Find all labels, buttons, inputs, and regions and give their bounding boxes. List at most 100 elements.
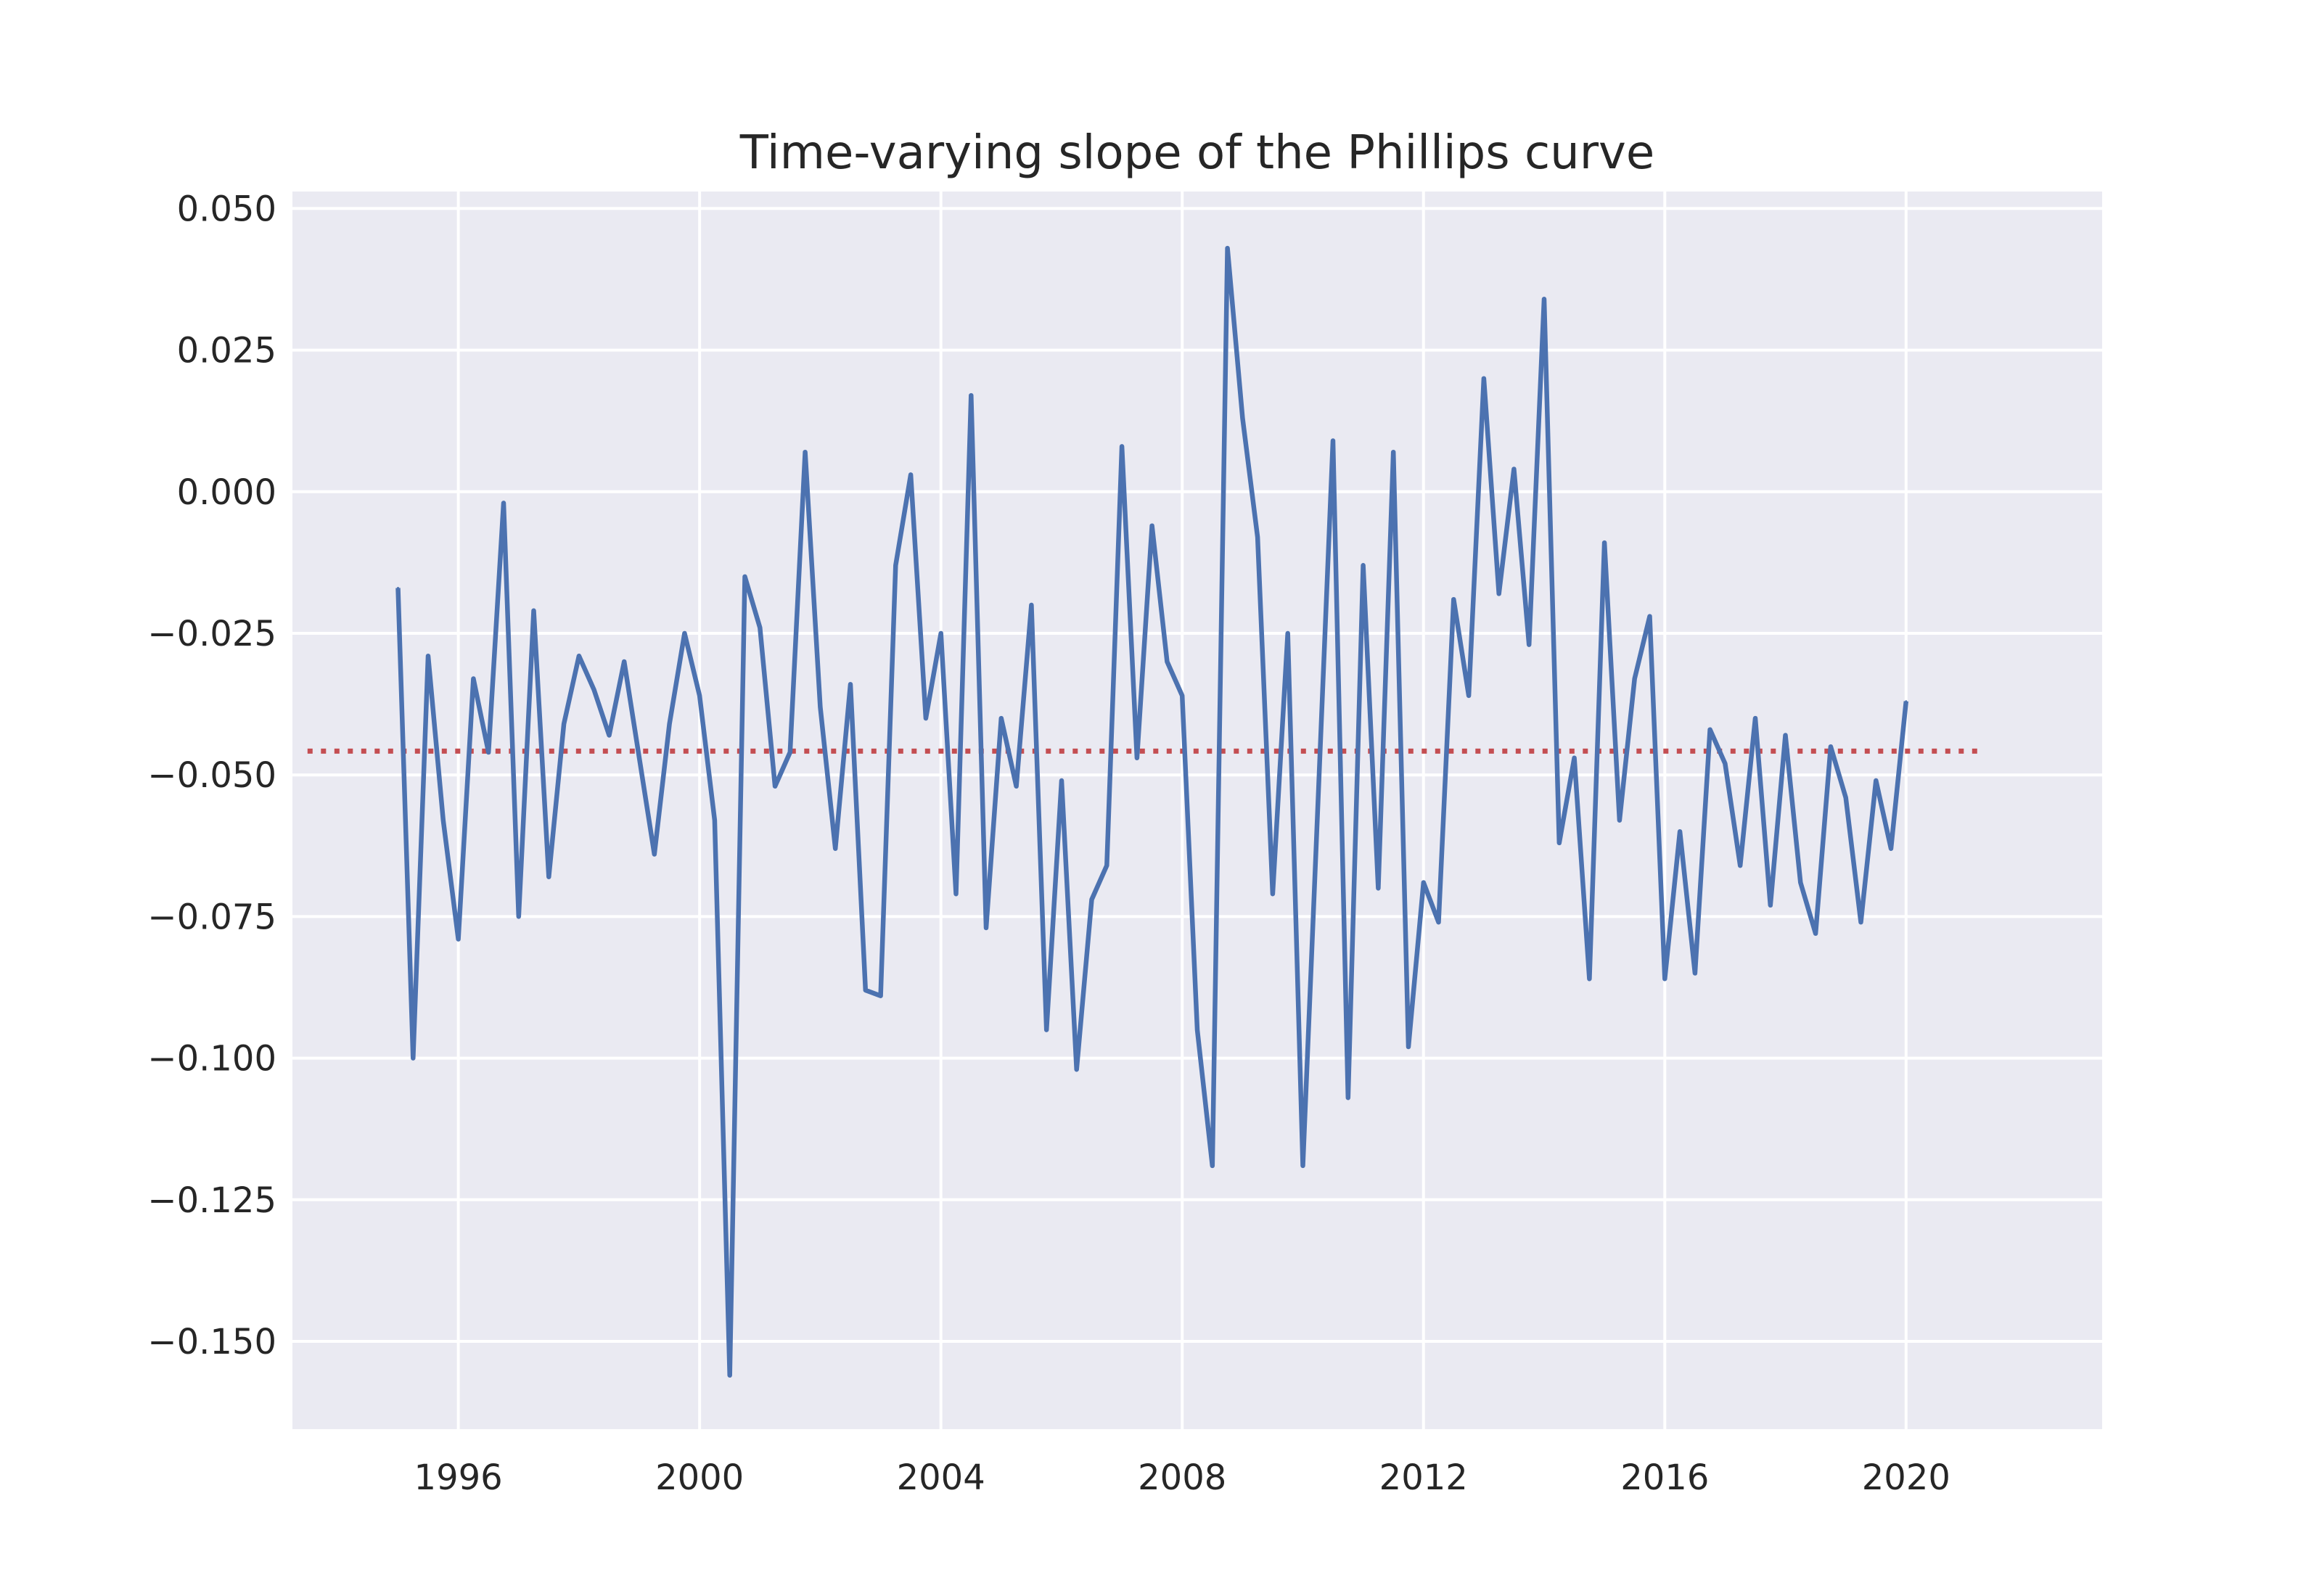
data-point [729,1374,731,1377]
data-point [1271,892,1274,895]
data-point [1226,247,1229,250]
data-point [1709,728,1712,731]
data-point [789,751,792,754]
data-point [653,853,656,855]
data-point [1829,745,1832,748]
data-point [1905,700,1908,703]
data-point [442,819,445,822]
data-point [517,915,520,918]
data-point [1105,864,1108,867]
data-point [1874,779,1877,782]
y-tick-label: −0.050 [147,755,276,796]
data-point [744,575,746,578]
data-point [457,938,460,941]
plot-background [292,192,2102,1429]
data-point [1618,819,1621,822]
data-point [1512,468,1515,471]
data-point [578,654,580,657]
data-point [834,847,837,850]
data-point [1256,535,1259,538]
data-point [1663,977,1666,980]
data-point [1151,525,1154,527]
x-tick-label: 2020 [1862,1457,1950,1498]
data-point [894,564,897,567]
data-point [1181,694,1183,697]
data-point [683,632,686,635]
y-tick-label: −0.075 [147,897,276,937]
data-point [547,876,550,879]
data-point [668,723,671,725]
data-point [924,717,927,720]
data-point [1649,615,1651,618]
data-point [533,609,535,612]
data-point [1498,592,1501,595]
data-point [955,892,957,895]
data-point [1030,604,1033,606]
y-tick-label: 0.000 [177,472,276,513]
data-point [638,757,641,760]
data-point [1045,1029,1048,1032]
data-point [1362,564,1365,567]
data-point [804,451,807,453]
data-point [1739,864,1742,867]
data-point [1860,921,1862,924]
data-point [1347,1096,1350,1099]
data-point [1527,643,1530,646]
data-point [1392,451,1395,453]
data-point [1060,779,1063,782]
data-point [849,683,852,686]
data-point [1603,541,1606,544]
y-tick-label: −0.025 [147,614,276,654]
data-point [1558,842,1561,844]
data-point [1287,632,1289,635]
data-point [397,587,399,589]
data-point [1814,932,1817,935]
data-point [487,751,490,754]
x-gridlines [456,192,1908,1429]
data-point [1091,898,1093,901]
data-point [879,995,882,998]
data-point [909,473,912,476]
data-point [502,501,505,504]
data-point [1196,1029,1199,1032]
data-point [1437,921,1440,924]
x-tick-labels: 1996 2000 2004 2008 2012 2016 2020 [414,1457,1950,1498]
data-point [562,723,565,725]
data-point [1000,717,1003,720]
data-point [1211,1164,1214,1167]
x-tick-label: 2000 [655,1457,744,1498]
series-layer [307,245,1982,1378]
data-point [1633,678,1636,680]
data-point [1015,785,1018,788]
data-point [1120,445,1123,448]
y-tick-label: −0.150 [147,1322,276,1362]
data-point [1452,598,1455,601]
y-gridlines [292,207,2102,1343]
y-tick-labels: 0.050 0.025 0.000 −0.025 −0.050 −0.075 −0.100 −… [147,189,276,1362]
x-tick-label: 1996 [414,1457,503,1498]
data-point [1723,762,1726,765]
y-tick-label: −0.125 [147,1180,276,1221]
data-point [1678,830,1681,833]
chart-title: Time-varying slope of the Phillips curve [739,126,1655,180]
data-point [1890,847,1892,850]
data-point [1377,887,1379,889]
data-point [427,654,430,657]
y-tick-label: 0.050 [177,189,276,229]
data-point [1543,297,1546,300]
data-point [1302,1164,1304,1167]
data-point [864,989,867,992]
data-point [1845,796,1847,799]
data-point [1573,757,1576,760]
data-point [1799,881,1802,884]
data-point [1136,757,1139,760]
x-tick-label: 2012 [1379,1457,1468,1498]
data-point [1769,904,1772,907]
data-point [758,626,761,629]
x-tick-label: 2004 [897,1457,985,1498]
data-point [698,694,701,697]
data-point [1332,440,1334,442]
data-point [1754,717,1757,720]
data-point [1784,734,1786,736]
